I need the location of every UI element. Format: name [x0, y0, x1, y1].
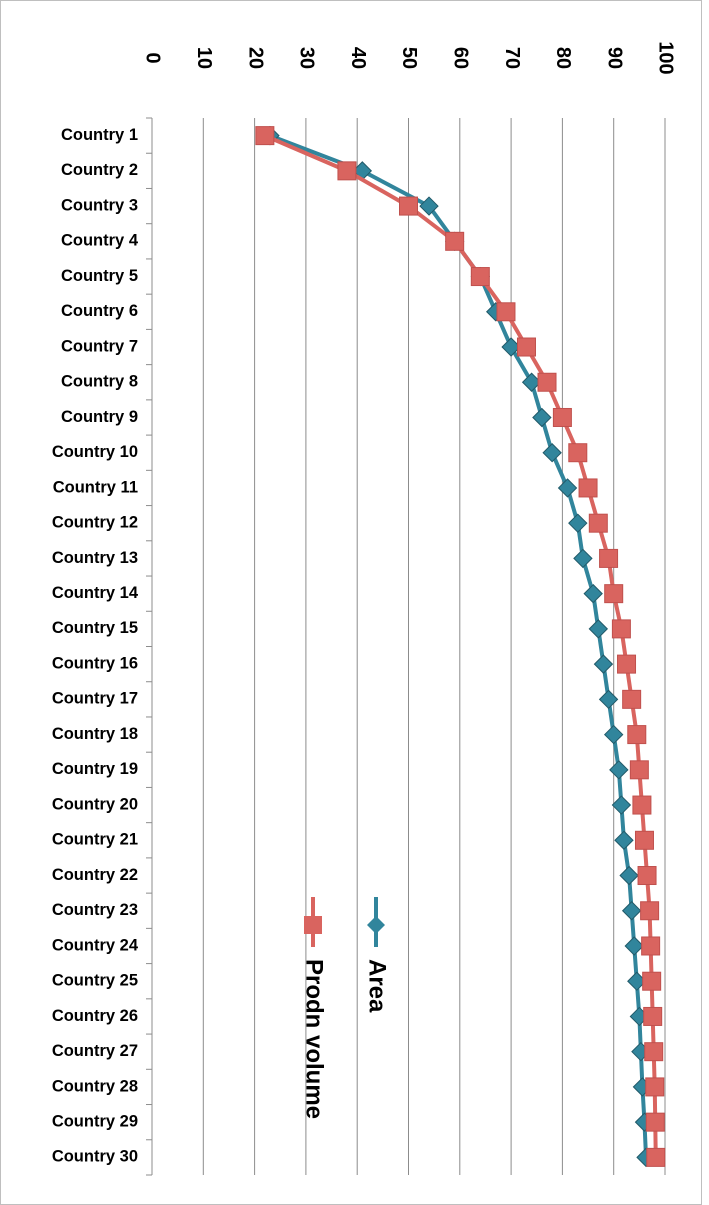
value-tick-label: 70 — [501, 47, 523, 69]
category-label: Country 6 — [61, 302, 138, 320]
category-label: Country 17 — [52, 690, 138, 708]
category-label: Country 5 — [61, 267, 138, 285]
data-point-square — [638, 867, 656, 885]
category-label: Country 18 — [52, 725, 138, 743]
value-tick-label: 60 — [450, 47, 472, 69]
category-label: Country 26 — [52, 1007, 138, 1025]
category-label: Country 25 — [52, 972, 138, 990]
data-point-square — [645, 1043, 663, 1061]
data-point-square — [612, 620, 630, 638]
category-label: Country 20 — [52, 795, 138, 813]
legend-label: Area — [364, 959, 391, 1013]
category-label: Country 4 — [61, 232, 139, 250]
value-tick-label: 0 — [142, 52, 164, 63]
category-label: Country 7 — [61, 337, 138, 355]
data-point-square — [589, 514, 607, 532]
category-label: Country 11 — [53, 478, 138, 496]
data-point-square — [517, 338, 535, 356]
category-label: Country 13 — [52, 549, 138, 567]
value-tick-label: 100 — [655, 41, 677, 74]
value-tick-label: 40 — [347, 47, 369, 69]
data-point-square — [628, 726, 646, 744]
value-tick-label: 20 — [244, 47, 266, 69]
data-point-square — [633, 796, 651, 814]
category-label: Country 14 — [52, 584, 139, 602]
data-point-square — [605, 585, 623, 603]
legend-label: Prodn volume — [301, 959, 328, 1119]
value-tick-label: 90 — [603, 47, 625, 69]
category-label: Country 28 — [52, 1077, 138, 1095]
data-point-square — [256, 127, 274, 145]
data-point-square — [630, 761, 648, 779]
category-label: Country 23 — [52, 901, 138, 919]
data-point-square — [623, 690, 641, 708]
category-label: Country 21 — [52, 831, 138, 849]
data-point-square — [646, 1113, 664, 1131]
data-point-square — [338, 162, 356, 180]
category-label: Country 16 — [52, 654, 138, 672]
data-point-square — [446, 232, 464, 250]
category-label: Country 10 — [52, 443, 138, 461]
category-label: Country 24 — [52, 936, 139, 954]
data-point-square — [646, 1078, 664, 1096]
data-point-square — [538, 373, 556, 391]
data-point-square — [644, 1007, 662, 1025]
data-point-square — [643, 972, 661, 990]
data-point-square — [635, 831, 653, 849]
category-label: Country 3 — [61, 196, 138, 214]
data-point-square — [647, 1148, 665, 1166]
value-tick-label: 30 — [296, 47, 318, 69]
data-point-square — [600, 549, 618, 567]
value-tick-label: 10 — [193, 47, 215, 69]
data-point-square — [579, 479, 597, 497]
category-label: Country 19 — [52, 760, 138, 778]
data-point-square — [471, 268, 489, 286]
value-tick-label: 80 — [552, 47, 574, 69]
category-label: Country 22 — [52, 866, 138, 884]
category-label: Country 12 — [52, 514, 138, 532]
category-label: Country 1 — [61, 126, 138, 144]
data-point-square — [497, 303, 515, 321]
category-label: Country 9 — [61, 408, 138, 426]
category-label: Country 30 — [52, 1148, 138, 1166]
category-label: Country 27 — [52, 1042, 138, 1060]
legend-swatch-marker — [304, 916, 322, 934]
data-point-square — [641, 902, 659, 920]
category-label: Country 15 — [52, 619, 138, 637]
category-label: Country 2 — [61, 161, 138, 179]
data-point-square — [553, 408, 571, 426]
category-label: Country 8 — [61, 373, 138, 391]
value-tick-label: 50 — [398, 47, 420, 69]
data-point-square — [569, 444, 587, 462]
data-point-square — [400, 197, 418, 215]
data-point-square — [642, 937, 660, 955]
category-label: Country 29 — [52, 1113, 138, 1131]
data-point-square — [618, 655, 636, 673]
